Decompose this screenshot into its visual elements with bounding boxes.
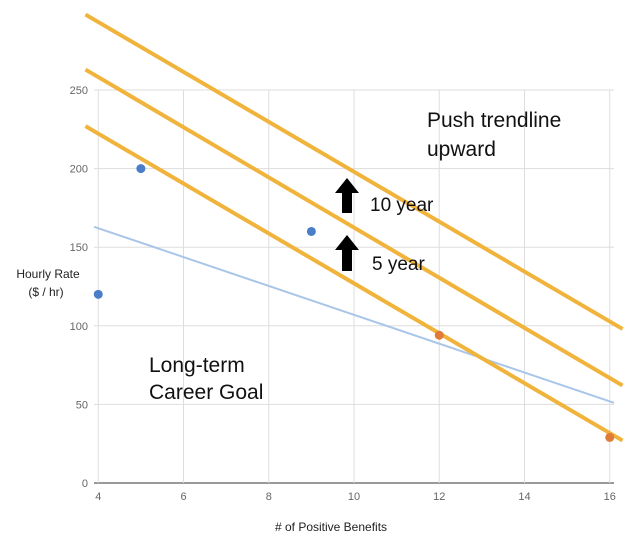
annotation-upward: upward (427, 138, 496, 161)
y-tick-200: 200 (70, 164, 88, 176)
x-axis-label: # of Positive Benefits (275, 520, 387, 534)
x-tick-4: 4 (95, 491, 101, 503)
y-tick-250: 250 (70, 85, 88, 97)
trendline (93, 225, 615, 404)
data-point-4 (434, 330, 444, 340)
y-tick-0: 0 (82, 478, 88, 490)
data-point-2 (136, 164, 146, 174)
x-tick-8: 8 (266, 491, 272, 503)
y-tick-100: 100 (70, 321, 88, 333)
goal-line-1 (84, 124, 624, 443)
x-tick-12: 12 (433, 491, 445, 503)
annotation-five-year: 5 year (372, 254, 425, 275)
x-tick-16: 16 (604, 491, 616, 503)
annotation-push-trendline: Push trendline (427, 109, 561, 132)
goal-line-3 (84, 12, 624, 331)
data-point-5 (605, 432, 615, 442)
grid (94, 89, 614, 484)
x-tick-10: 10 (348, 491, 360, 503)
lines (84, 12, 624, 443)
x-tick-14: 14 (518, 491, 530, 503)
x-tick-labels: 4 6 8 10 12 14 16 (95, 491, 616, 503)
y-tick-150: 150 (70, 242, 88, 254)
y-axis-label-line1: Hourly Rate (16, 267, 80, 281)
annotation-ten-year: 10 year (370, 195, 434, 216)
y-tick-50: 50 (76, 399, 88, 411)
annotation-career-goal: Career Goal (149, 381, 263, 404)
y-axis-label-line2: ($ / hr) (28, 285, 63, 299)
goal-line-2 (84, 67, 624, 388)
up-arrow-icon-ten-year (335, 178, 359, 213)
data-points (93, 164, 615, 442)
y-tick-labels: 0 50 100 150 200 250 (70, 85, 88, 490)
x-tick-6: 6 (180, 491, 186, 503)
up-arrow-icon-five-year (335, 235, 359, 271)
annotation-long-term: Long-term (149, 354, 245, 377)
data-point-1 (93, 289, 103, 299)
data-point-3 (306, 226, 316, 236)
